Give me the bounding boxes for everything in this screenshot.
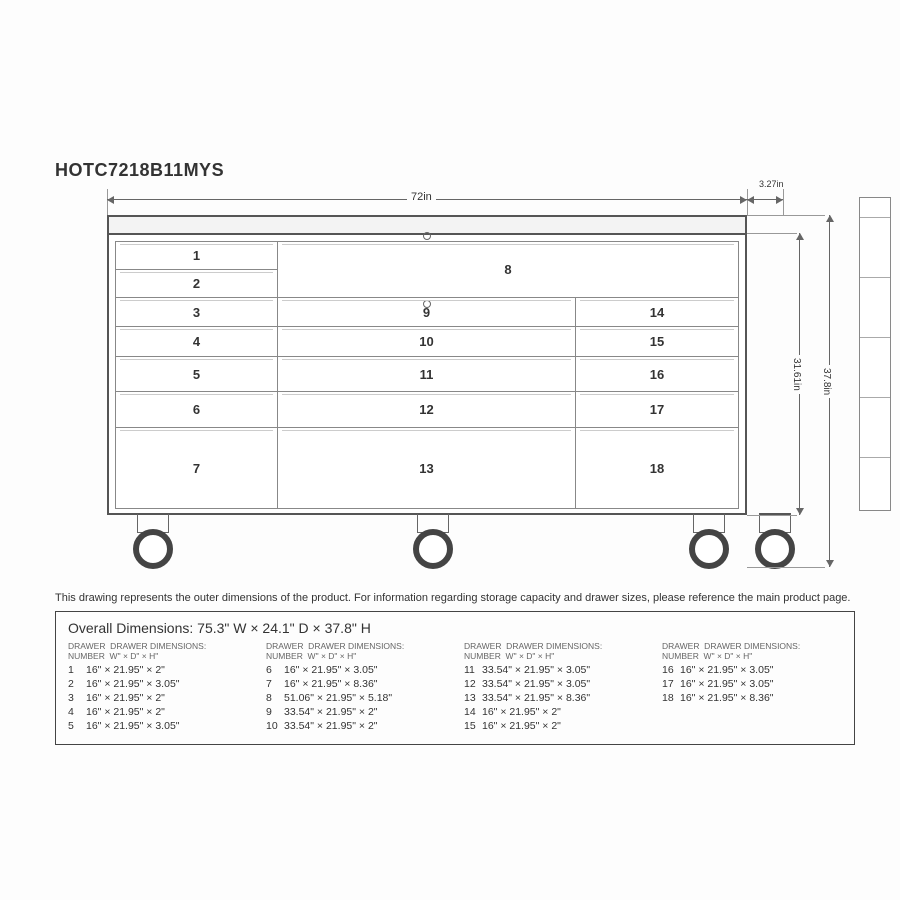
- dim-height-outer: 37.8in: [821, 365, 832, 398]
- spec-row: 1333.54" × 21.95" × 8.36": [464, 692, 644, 704]
- side-panel: [859, 197, 891, 511]
- drawer-18: 18: [576, 428, 738, 508]
- spec-col-header: DRAWER DRAWER DIMENSIONS: NUMBER W" × D"…: [464, 642, 644, 661]
- dim-height-inner: 31.61in: [791, 355, 802, 394]
- disclaimer-note: This drawing represents the outer dimens…: [55, 591, 855, 605]
- dim-width: 72in: [407, 191, 436, 203]
- drawer-16: 16: [576, 357, 738, 393]
- spec-row: 616" × 21.95" × 3.05": [266, 664, 446, 676]
- caster-wheel: [127, 513, 179, 569]
- spec-row: 1233.54" × 21.95" × 3.05": [464, 678, 644, 690]
- spec-row: 516" × 21.95" × 3.05": [68, 720, 248, 732]
- drawer-1: 1: [116, 242, 277, 270]
- top-dimensions: 72in 3.27in: [107, 187, 807, 207]
- spec-table: Overall Dimensions: 75.3" W × 24.1" D × …: [55, 611, 855, 745]
- drawer-11: 11: [278, 357, 575, 393]
- spec-row: 933.54" × 21.95" × 2": [266, 706, 446, 718]
- spec-row: 1133.54" × 21.95" × 3.05": [464, 664, 644, 676]
- spec-row: 1816" × 21.95" × 8.36": [662, 692, 842, 704]
- dimension-diagram: 72in 3.27in 1 2 8: [55, 187, 855, 587]
- drawer-6: 6: [116, 392, 277, 428]
- spec-row: 1033.54" × 21.95" × 2": [266, 720, 446, 732]
- spec-column: DRAWER DRAWER DIMENSIONS: NUMBER W" × D"…: [464, 642, 644, 734]
- lock-icon: [423, 232, 431, 240]
- drawer-7: 7: [116, 428, 277, 508]
- dim-side: 3.27in: [755, 179, 788, 189]
- drawer-12: 12: [278, 392, 575, 428]
- spec-row: 1716" × 21.95" × 3.05": [662, 678, 842, 690]
- cabinet-outline: 1 2 8 3 4 5 6: [107, 215, 747, 515]
- drawer-17: 17: [576, 392, 738, 428]
- drawer-9: 9: [278, 298, 575, 327]
- drawer-15: 15: [576, 327, 738, 356]
- spec-col-header: DRAWER DRAWER DIMENSIONS: NUMBER W" × D"…: [266, 642, 446, 661]
- spec-row: 216" × 21.95" × 3.05": [68, 678, 248, 690]
- drawer-2: 2: [116, 270, 277, 298]
- caster-wheel: [683, 513, 735, 569]
- spec-row: 416" × 21.95" × 2": [68, 706, 248, 718]
- overall-dimensions: Overall Dimensions: 75.3" W × 24.1" D × …: [68, 620, 842, 636]
- spec-row: 316" × 21.95" × 2": [68, 692, 248, 704]
- drawer-4: 4: [116, 327, 277, 356]
- drawer-14: 14: [576, 298, 738, 327]
- spec-col-header: DRAWER DRAWER DIMENSIONS: NUMBER W" × D"…: [68, 642, 248, 661]
- spec-col-header: DRAWER DRAWER DIMENSIONS: NUMBER W" × D"…: [662, 642, 842, 661]
- spec-row: 116" × 21.95" × 2": [68, 664, 248, 676]
- drawer-3: 3: [116, 298, 277, 327]
- spec-row: 1516" × 21.95" × 2": [464, 720, 644, 732]
- caster-wheel: [749, 513, 801, 569]
- spec-column: DRAWER DRAWER DIMENSIONS: NUMBER W" × D"…: [68, 642, 248, 734]
- drawer-13: 13: [278, 428, 575, 508]
- spec-column: DRAWER DRAWER DIMENSIONS: NUMBER W" × D"…: [266, 642, 446, 734]
- spec-row: 1416" × 21.95" × 2": [464, 706, 644, 718]
- spec-column: DRAWER DRAWER DIMENSIONS: NUMBER W" × D"…: [662, 642, 842, 734]
- drawer-5: 5: [116, 357, 277, 393]
- drawer-8: 8: [278, 242, 738, 297]
- spec-row: 1616" × 21.95" × 3.05": [662, 664, 842, 676]
- caster-wheel: [407, 513, 459, 569]
- model-number: HOTC7218B11MYS: [55, 160, 855, 181]
- spec-row: 851.06" × 21.95" × 5.18": [266, 692, 446, 704]
- drawer-10: 10: [278, 327, 575, 356]
- spec-row: 716" × 21.95" × 8.36": [266, 678, 446, 690]
